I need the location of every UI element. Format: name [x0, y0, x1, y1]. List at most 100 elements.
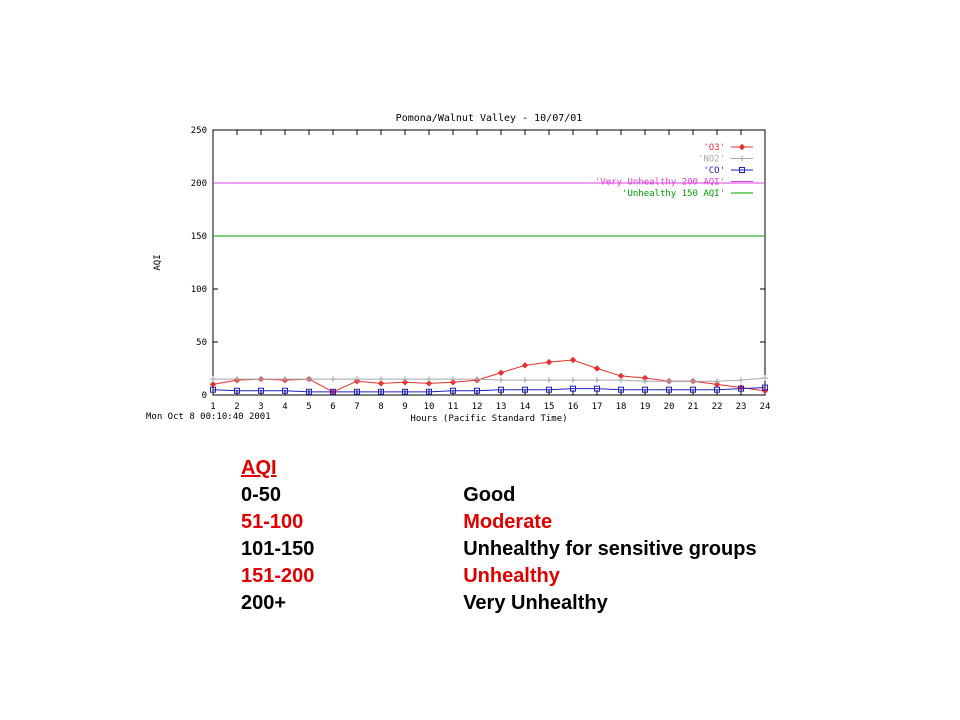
data-point — [546, 386, 552, 393]
data-point — [762, 375, 768, 382]
legend-label: 'O3' — [703, 143, 725, 153]
data-point — [570, 385, 576, 392]
data-point — [738, 385, 744, 392]
data-point — [402, 388, 408, 395]
data-point — [690, 386, 696, 393]
y-tick-label: 0 — [202, 391, 207, 401]
x-tick-label: 22 — [712, 402, 723, 412]
data-point — [474, 387, 480, 394]
data-point — [234, 387, 240, 394]
aqi-category-table: AQI 0-50 Good 51-100 Moderate 101-150 Un… — [241, 455, 761, 617]
aqi-range: 101-150 — [241, 538, 315, 560]
data-point — [739, 155, 745, 162]
aqi-category: Unhealthy for sensitive groups — [463, 538, 757, 560]
data-point — [378, 388, 384, 395]
series-line — [212, 359, 766, 393]
series-line — [213, 377, 766, 382]
x-tick-label: 2 — [234, 402, 239, 412]
data-point — [402, 376, 408, 383]
x-tick-label: 12 — [472, 402, 483, 412]
data-point — [306, 376, 312, 383]
x-tick-label: 18 — [616, 402, 627, 412]
aqi-row: 51-100 Moderate — [241, 509, 761, 536]
data-point — [498, 377, 504, 384]
data-point — [594, 385, 600, 392]
aqi-row: 151-200 Unhealthy — [241, 563, 761, 590]
data-point — [714, 378, 720, 385]
data-point — [761, 387, 769, 394]
data-point — [666, 386, 672, 393]
legend-label: 'Very Unhealthy 200 AQI' — [595, 178, 725, 188]
data-point — [306, 388, 312, 395]
legend-label: 'CO' — [703, 166, 725, 176]
aqi-row: 0-50 Good — [241, 482, 761, 509]
aqi-category: Moderate — [463, 511, 553, 533]
x-tick-label: 8 — [378, 402, 383, 412]
data-point — [209, 381, 217, 388]
data-point — [210, 376, 216, 383]
data-point — [594, 377, 600, 384]
y-axis-label: AQI — [153, 254, 163, 270]
legend-label: 'Unhealthy 150 AQI' — [622, 189, 725, 199]
data-point — [498, 386, 504, 393]
x-tick-label: 15 — [544, 402, 555, 412]
data-point — [546, 377, 552, 384]
data-point — [282, 376, 288, 383]
data-point — [570, 377, 576, 384]
data-point — [714, 386, 720, 393]
aqi-row: 101-150 Unhealthy for sensitive groups — [241, 536, 761, 563]
x-tick-label: 9 — [402, 402, 407, 412]
y-tick-label: 50 — [196, 338, 207, 348]
data-point — [330, 388, 336, 395]
aqi-range: 51-100 — [241, 511, 304, 533]
x-tick-label: 19 — [640, 402, 651, 412]
data-point — [593, 365, 601, 372]
data-point — [401, 379, 409, 386]
data-point — [522, 377, 528, 384]
x-tick-label: 1 — [210, 402, 215, 412]
data-point — [618, 377, 624, 384]
aqi-line-chart: Pomona/Walnut Valley - 10/07/01 0 50 100 150… — [146, 113, 770, 424]
y-tick-label: 150 — [191, 232, 207, 242]
chart-title: Pomona/Walnut Valley - 10/07/01 — [396, 113, 583, 124]
x-tick-label: 14 — [520, 402, 531, 412]
legend-label: 'NO2' — [698, 155, 725, 165]
aqi-category: Very Unhealthy — [463, 592, 608, 614]
data-point — [569, 356, 577, 364]
data-point — [522, 386, 528, 393]
data-point — [258, 387, 264, 394]
x-tick-label: 20 — [664, 402, 675, 412]
x-tick-label: 13 — [496, 402, 507, 412]
data-point — [545, 358, 553, 366]
y-tick-label: 200 — [191, 179, 207, 189]
aqi-range: 151-200 — [241, 565, 315, 587]
data-point — [354, 388, 360, 395]
data-point — [450, 387, 456, 394]
x-tick-label: 21 — [688, 402, 699, 412]
data-point — [377, 380, 385, 387]
x-tick-label: 7 — [354, 402, 359, 412]
data-point — [234, 376, 240, 383]
aqi-range: 0-50 — [241, 484, 282, 506]
x-tick-label: 16 — [568, 402, 579, 412]
data-point — [354, 376, 360, 383]
data-point — [521, 362, 529, 369]
data-point — [739, 167, 745, 173]
data-point — [762, 384, 768, 391]
plot-frame — [212, 129, 766, 396]
x-tick-label: 5 — [306, 402, 311, 412]
data-point — [258, 376, 264, 383]
data-point — [738, 377, 744, 384]
data-point — [282, 387, 288, 394]
aqi-table-title: AQI — [241, 457, 277, 479]
chart-timestamp: Mon Oct 8 00:10:40 2001 — [146, 412, 271, 422]
y-tick-label: 250 — [191, 126, 207, 136]
data-point — [474, 376, 480, 383]
data-point — [497, 369, 505, 376]
x-tick-label: 3 — [258, 402, 263, 412]
data-point — [666, 378, 672, 385]
aqi-chart: Pomona/Walnut Valley - 10/07/01 0 50 100 150… — [146, 113, 770, 424]
y-tick-label: 100 — [191, 285, 207, 295]
aqi-range: 200+ — [241, 592, 287, 614]
data-point — [690, 378, 696, 385]
